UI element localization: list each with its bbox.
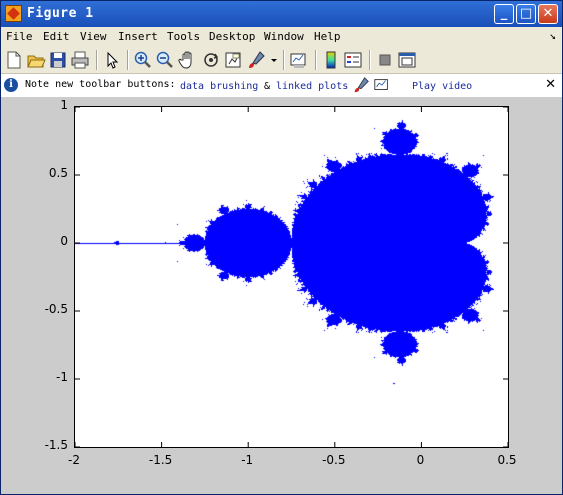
colorbar-icon[interactable] xyxy=(321,50,341,70)
menu-bar: File Edit View Insert Tools Desktop Wind… xyxy=(1,27,562,47)
toolbar-separator xyxy=(96,50,98,70)
maximize-button[interactable]: □ xyxy=(516,4,536,24)
y-tick-label: 0.5 xyxy=(48,166,68,180)
menu-tools[interactable]: Tools xyxy=(167,30,201,43)
x-tick-label: -1.5 xyxy=(148,453,173,467)
window-title: Figure 1 xyxy=(27,6,94,21)
info-icon: i xyxy=(4,78,18,92)
ampersand-text: & xyxy=(264,81,271,92)
data-cursor-icon[interactable] xyxy=(223,50,243,70)
menu-view[interactable]: View xyxy=(80,30,107,43)
save-icon[interactable] xyxy=(48,50,68,70)
x-tick-label: -0.5 xyxy=(322,453,346,467)
brush-icon xyxy=(354,77,369,93)
menu-desktop[interactable]: Desktop xyxy=(209,30,256,43)
close-notice-icon[interactable]: ✕ xyxy=(545,77,556,92)
edit-plot-arrow-icon[interactable] xyxy=(102,50,122,70)
menu-file[interactable]: File xyxy=(6,30,33,43)
data-brushing-link[interactable]: data brushing xyxy=(180,81,259,92)
print-icon[interactable] xyxy=(70,50,90,70)
mandelbrot-plot xyxy=(75,107,508,447)
y-tick-label: 1 xyxy=(60,98,68,112)
notice-text: Note new toolbar buttons: xyxy=(25,79,176,90)
pan-hand-icon[interactable] xyxy=(178,50,198,70)
x-tick-label: -1 xyxy=(241,453,254,467)
toolbar-separator xyxy=(369,50,371,70)
y-tick-label: -0.5 xyxy=(44,302,68,316)
toolbar-separator xyxy=(315,50,317,70)
brush-dropdown-icon[interactable] xyxy=(269,50,279,70)
x-tick-label: 0 xyxy=(416,453,425,467)
menu-window[interactable]: Window xyxy=(264,30,304,43)
toolbar-separator xyxy=(283,50,285,70)
brush-icon[interactable] xyxy=(246,50,266,70)
new-figure-icon[interactable] xyxy=(4,50,24,70)
minimize-button[interactable]: _ xyxy=(494,4,514,24)
show-plot-tools-icon[interactable] xyxy=(397,50,417,70)
figure-toolbar xyxy=(1,47,562,74)
x-tick-label: 0.5 xyxy=(497,453,517,467)
y-tick-label: 0 xyxy=(60,234,68,248)
open-file-icon[interactable] xyxy=(26,50,46,70)
zoom-in-icon[interactable] xyxy=(133,50,153,70)
x-tick-label: -2 xyxy=(68,453,80,467)
legend-icon[interactable] xyxy=(343,50,363,70)
axis-ticks xyxy=(75,107,508,447)
toolbar-notice-bar: i Note new toolbar buttons: data brushin… xyxy=(1,74,562,97)
maximize-icon: □ xyxy=(519,6,533,21)
dock-arrow-icon[interactable]: ↘ xyxy=(549,29,556,42)
y-tick-label: -1.5 xyxy=(44,438,68,452)
menu-insert[interactable]: Insert xyxy=(118,30,158,43)
title-bar[interactable]: Figure 1 _ □ ✕ xyxy=(1,1,562,27)
close-icon: ✕ xyxy=(542,6,554,21)
menu-edit[interactable]: Edit xyxy=(43,30,70,43)
plot-axes[interactable] xyxy=(74,106,509,448)
zoom-out-icon[interactable] xyxy=(155,50,175,70)
matlab-logo-icon xyxy=(5,5,22,22)
link-plot-icon[interactable] xyxy=(289,50,309,70)
linked-plots-link[interactable]: linked plots xyxy=(276,81,349,92)
minimize-icon: _ xyxy=(500,6,508,21)
link-plot-icon xyxy=(374,79,388,90)
hide-plot-tools-icon[interactable] xyxy=(375,50,395,70)
toolbar-separator xyxy=(127,50,129,70)
close-button[interactable]: ✕ xyxy=(538,4,558,24)
y-tick-label: -1 xyxy=(56,370,68,384)
menu-help[interactable]: Help xyxy=(314,30,341,43)
rotate-3d-icon[interactable] xyxy=(201,50,221,70)
play-video-link[interactable]: Play video xyxy=(412,81,473,92)
